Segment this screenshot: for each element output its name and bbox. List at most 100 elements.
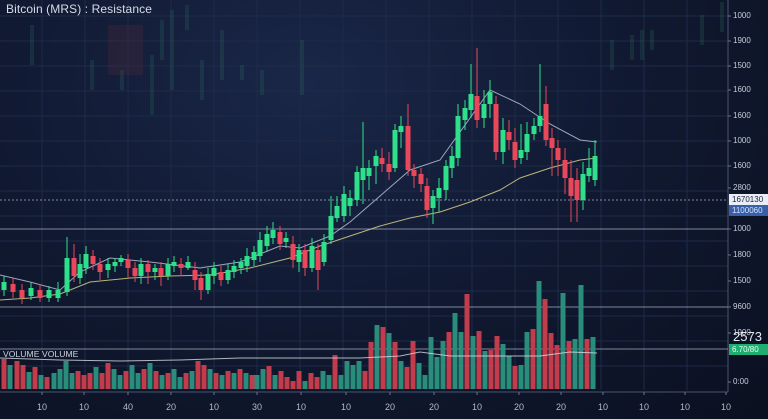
volume-bar	[578, 285, 584, 389]
candle-body	[1, 282, 7, 290]
volume-bar	[338, 375, 344, 389]
volume-bar	[518, 365, 524, 389]
candle-body	[518, 150, 524, 158]
candle-body	[500, 130, 506, 152]
candle-body	[244, 256, 250, 266]
candle-body	[449, 156, 455, 168]
candle-body	[398, 126, 404, 132]
volume-bar	[123, 371, 129, 389]
candle-body	[132, 268, 138, 276]
volume-bar	[344, 361, 350, 389]
candle-body	[251, 252, 257, 260]
volume-bar	[1, 359, 7, 389]
candle-body	[178, 264, 184, 268]
volume-bar	[584, 339, 590, 389]
volume-bar	[153, 371, 159, 389]
volume-bar	[476, 331, 482, 389]
candle-body	[19, 290, 25, 298]
time-axis-label: 20	[513, 402, 525, 412]
candle-body	[424, 186, 430, 210]
time-axis-label: 10	[295, 402, 307, 412]
candle-body	[37, 290, 43, 298]
volume-bar	[434, 357, 440, 389]
volume-bar	[482, 351, 488, 389]
candle-body	[474, 96, 480, 120]
time-axis-label: 10	[340, 402, 352, 412]
candle-body	[290, 244, 296, 260]
candle-body	[462, 108, 468, 120]
ghost-candle	[610, 40, 614, 70]
ghost-candle	[700, 15, 704, 45]
price-axis-label: 1600	[733, 161, 751, 170]
candle-body	[77, 264, 83, 278]
volume-bar	[183, 373, 189, 389]
volume-bar	[404, 367, 410, 389]
volume-bar	[392, 342, 398, 389]
volume-bar	[266, 366, 272, 389]
volume-bar	[320, 371, 326, 389]
candle-body	[543, 104, 549, 140]
time-axis-label: 20	[555, 402, 567, 412]
volume-bar	[356, 361, 362, 389]
volume-bar	[440, 341, 446, 389]
volume-bar	[32, 367, 38, 389]
candle-body	[321, 242, 327, 262]
price-axis-label: 1000	[733, 136, 751, 145]
ghost-candle	[30, 25, 34, 65]
volume-bar	[231, 373, 237, 389]
candle-body	[328, 216, 334, 240]
time-axis-label: 10	[720, 402, 732, 412]
volume-bar	[272, 375, 278, 389]
price-axis-label: 1900	[733, 36, 751, 45]
candle-body	[296, 250, 302, 262]
candle-body	[105, 264, 111, 270]
volume-bar	[452, 313, 458, 389]
price-axis-label: 1500	[733, 276, 751, 285]
candle-body	[430, 196, 436, 208]
candle-body	[455, 116, 461, 158]
ghost-candle	[650, 30, 654, 50]
volume-bar	[494, 336, 500, 389]
volume-value: 2573	[733, 329, 762, 344]
volume-bar	[26, 372, 32, 389]
candle-body	[10, 284, 16, 292]
candle-body	[238, 262, 244, 268]
volume-bar	[135, 373, 141, 389]
volume-bar	[296, 371, 302, 389]
volume-bar	[380, 327, 386, 389]
chart-title: Bitcoin (MRS) : Resistance	[6, 2, 152, 16]
ghost-candle	[720, 2, 724, 32]
volume-bar	[278, 371, 284, 389]
time-axis-label: 10	[471, 402, 483, 412]
candle-body	[264, 234, 270, 246]
volume-bar	[428, 337, 434, 389]
candle-body	[225, 270, 231, 280]
time-axis-label: 40	[122, 402, 134, 412]
volume-bar	[44, 377, 50, 389]
volume-bar	[536, 281, 542, 389]
candle-body	[165, 264, 171, 276]
candle-body	[392, 130, 398, 168]
volume-bar	[243, 373, 249, 389]
volume-bar	[308, 373, 314, 389]
volume-bar	[560, 293, 566, 389]
volume-bar	[566, 341, 572, 389]
volume-bar	[470, 336, 476, 389]
volume-bar	[542, 299, 548, 389]
candle-body	[418, 174, 424, 184]
candle-body	[574, 180, 580, 200]
ghost-candle	[260, 70, 264, 95]
time-axis-label: 20	[428, 402, 440, 412]
candle-body	[562, 160, 568, 178]
candle-body	[90, 256, 96, 264]
price-axis-label: 9600	[733, 302, 751, 311]
candle-body	[386, 164, 392, 172]
last-price-tag: 1670130	[729, 194, 768, 205]
time-axis-label: 10	[638, 402, 650, 412]
ghost-candle	[200, 60, 204, 100]
volume-bar	[326, 375, 332, 389]
candle-body	[443, 166, 449, 190]
price-axis-label: 2800	[733, 183, 751, 192]
